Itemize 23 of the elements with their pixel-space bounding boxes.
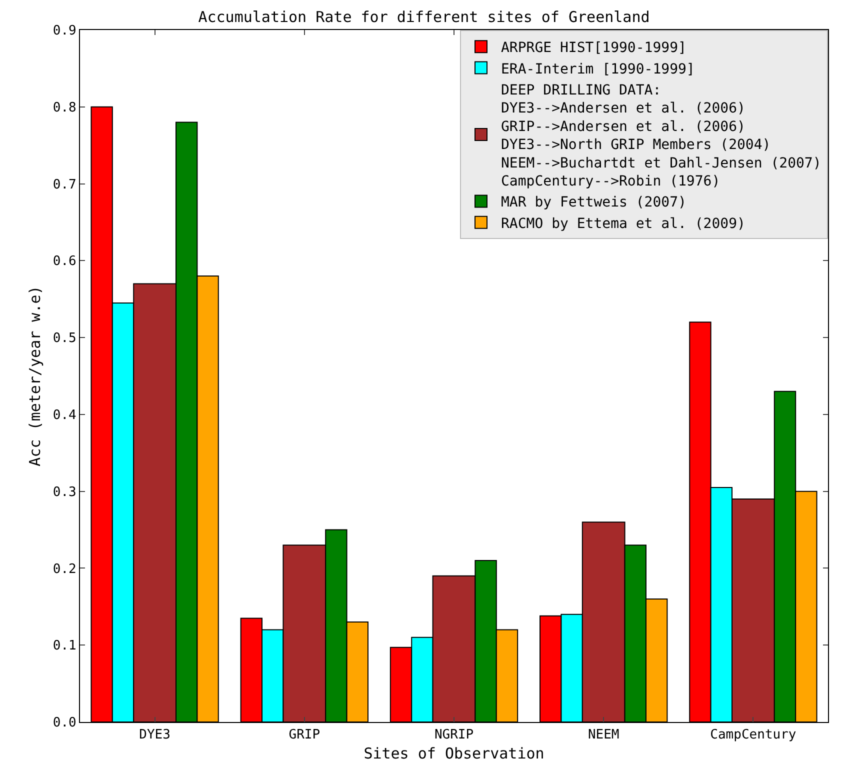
y-tick-label: 0.2 — [52, 562, 76, 577]
y-axis-title: Acc (meter/year w.e) — [26, 286, 44, 466]
chart-title: Accumulation Rate for different sites of Greenland — [198, 8, 650, 26]
y-tick-label: 0.5 — [52, 331, 76, 346]
y-tick-label: 0.8 — [52, 100, 76, 116]
legend-label: ERA-Interim [1990-1999] — [501, 61, 695, 78]
y-tick-label: 0.7 — [52, 177, 76, 192]
x-tick-label: GRIP — [288, 728, 320, 743]
x-tick-label: NGRIP — [434, 728, 474, 743]
legend-label: RACMO by Ettema et al. (2009) — [501, 216, 746, 232]
y-tick-label: 0.9 — [52, 24, 76, 39]
y-tick-label: 0.1 — [52, 638, 76, 654]
y-tick-label: 0.6 — [52, 254, 76, 270]
x-axis-title: Sites of Observation — [364, 744, 544, 763]
legend-label: DEEP DRILLING DATA: DYE3-->Andersen et al. (2006) GRIP-->Andersen et al. (2006) DYE3-->North GRIP Members (2004) NEEM-->Buchartdt et Dahl-Jensen (2007) CampCentury-->Robin (1976) — [501, 82, 822, 190]
y-tick-label: 0.4 — [52, 408, 77, 423]
y-tick-label: 0.0 — [52, 716, 76, 731]
x-tick-label: DYE3 — [139, 728, 170, 743]
x-tick-label: CampCentury — [710, 728, 796, 743]
x-tick-label: NEEM — [588, 728, 620, 743]
y-tick-label: 0.3 — [52, 484, 76, 500]
legend-label: ARPRGE HIST[1990-1999] — [501, 40, 686, 56]
legend-label: MAR by Fettweis (2007) — [501, 194, 686, 211]
